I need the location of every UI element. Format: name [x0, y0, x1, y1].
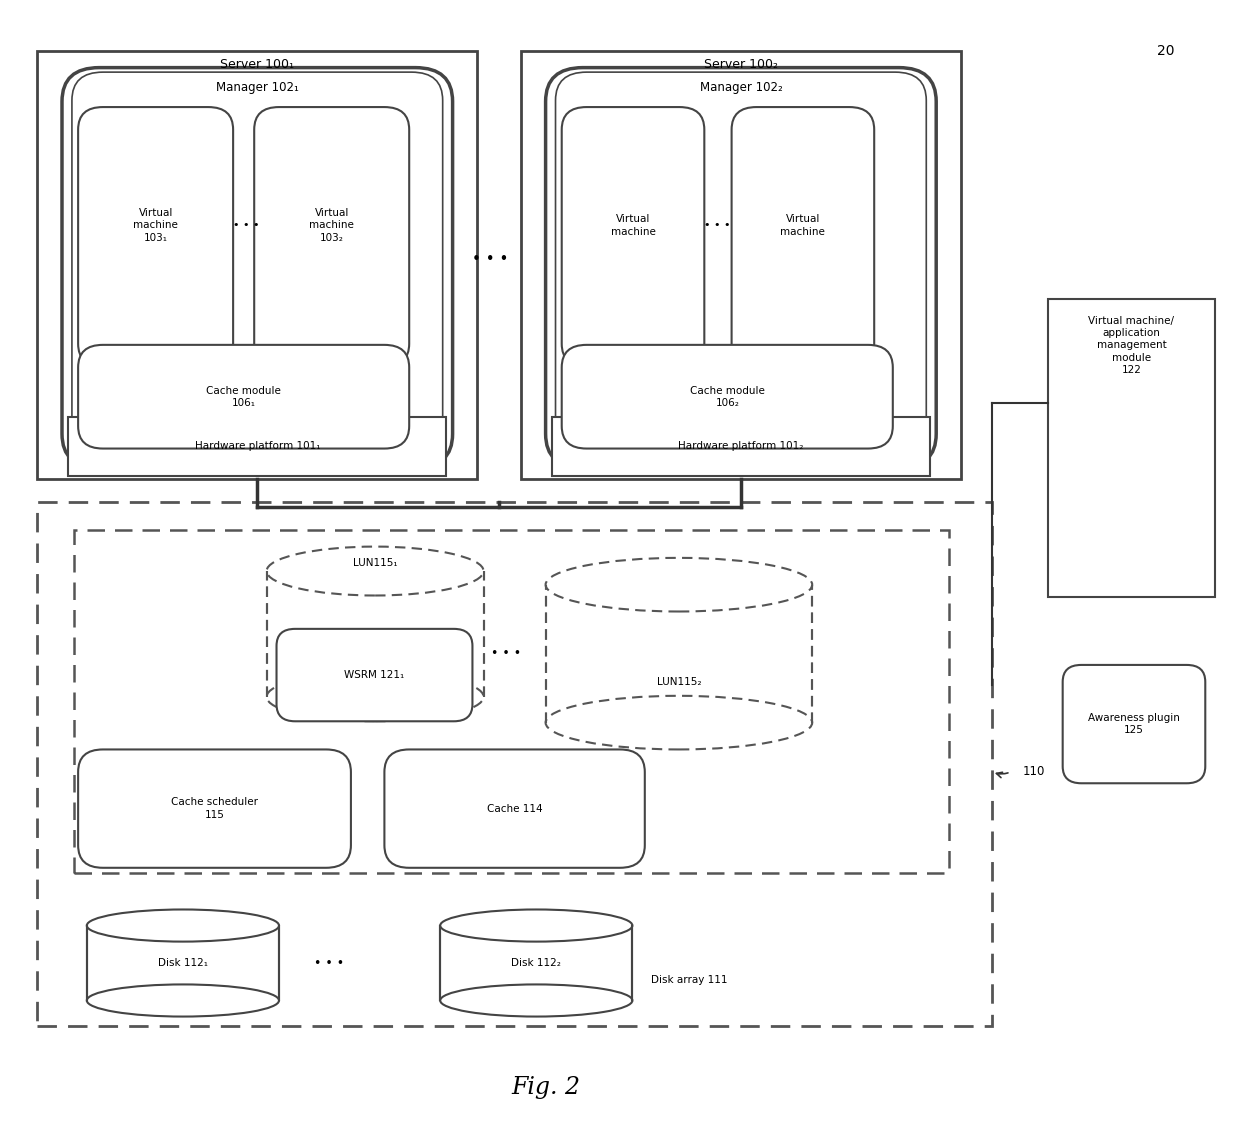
Text: Server 100₂: Server 100₂ [704, 57, 777, 71]
Text: LUN115₂: LUN115₂ [657, 677, 701, 686]
Text: Cache module
106₁: Cache module 106₁ [206, 385, 281, 408]
Ellipse shape [87, 909, 279, 942]
FancyBboxPatch shape [78, 345, 409, 449]
Text: • • •: • • • [704, 221, 730, 230]
Text: Virtual machine/
application
management
module
122: Virtual machine/ application management … [1089, 316, 1174, 375]
Text: Manager 102₁: Manager 102₁ [216, 81, 299, 95]
FancyBboxPatch shape [277, 629, 472, 721]
Bar [440, 925, 632, 1001]
Text: Cache module
106₂: Cache module 106₂ [689, 385, 765, 408]
FancyBboxPatch shape [78, 749, 351, 868]
Bar [87, 925, 279, 1001]
Text: Awareness plugin
125: Awareness plugin 125 [1087, 713, 1180, 735]
Text: Virtual
machine: Virtual machine [610, 214, 656, 237]
FancyBboxPatch shape [78, 107, 233, 366]
Text: Cache 114: Cache 114 [487, 804, 542, 814]
Text: 20: 20 [1157, 44, 1174, 57]
Ellipse shape [440, 985, 632, 1017]
FancyBboxPatch shape [72, 72, 443, 461]
Bar [267, 571, 484, 696]
FancyBboxPatch shape [62, 68, 453, 468]
FancyBboxPatch shape [254, 107, 409, 366]
Bar [521, 51, 961, 479]
Bar [37, 502, 992, 1026]
Text: Cache scheduler
115: Cache scheduler 115 [171, 798, 258, 819]
Ellipse shape [440, 909, 632, 942]
Text: Disk 112₂: Disk 112₂ [511, 958, 562, 968]
Text: Virtual
machine
103₂: Virtual machine 103₂ [309, 208, 355, 242]
Ellipse shape [546, 558, 812, 612]
FancyBboxPatch shape [562, 107, 704, 366]
Bar [552, 417, 930, 476]
Bar [68, 417, 446, 476]
FancyBboxPatch shape [556, 72, 926, 461]
FancyBboxPatch shape [562, 345, 893, 449]
FancyBboxPatch shape [384, 749, 645, 868]
Text: • • •: • • • [491, 647, 521, 660]
FancyBboxPatch shape [732, 107, 874, 366]
Ellipse shape [267, 547, 484, 595]
Text: Virtual
machine: Virtual machine [780, 214, 826, 237]
Ellipse shape [87, 985, 279, 1017]
Text: Hardware platform 101₁: Hardware platform 101₁ [195, 442, 320, 451]
Text: Virtual
machine
103₁: Virtual machine 103₁ [133, 208, 179, 242]
Text: Fig. 2: Fig. 2 [511, 1076, 580, 1099]
Ellipse shape [267, 673, 484, 721]
Ellipse shape [546, 695, 812, 749]
Bar [546, 585, 812, 722]
Text: Disk array 111: Disk array 111 [651, 976, 728, 985]
Text: Manager 102₂: Manager 102₂ [699, 81, 782, 95]
FancyBboxPatch shape [1063, 665, 1205, 783]
Text: LUN115₁: LUN115₁ [353, 558, 397, 568]
FancyBboxPatch shape [546, 68, 936, 468]
Text: WSRM 121₁: WSRM 121₁ [345, 671, 404, 680]
Text: Disk 112₁: Disk 112₁ [157, 958, 208, 968]
Text: • • •: • • • [471, 251, 508, 267]
Text: Server 100₁: Server 100₁ [221, 57, 294, 71]
Text: Hardware platform 101₂: Hardware platform 101₂ [678, 442, 804, 451]
Bar [1048, 299, 1215, 597]
Text: • • •: • • • [233, 221, 259, 230]
Bar [37, 51, 477, 479]
Text: • • •: • • • [314, 957, 343, 970]
Text: 110: 110 [1023, 765, 1045, 779]
Bar [74, 530, 949, 873]
